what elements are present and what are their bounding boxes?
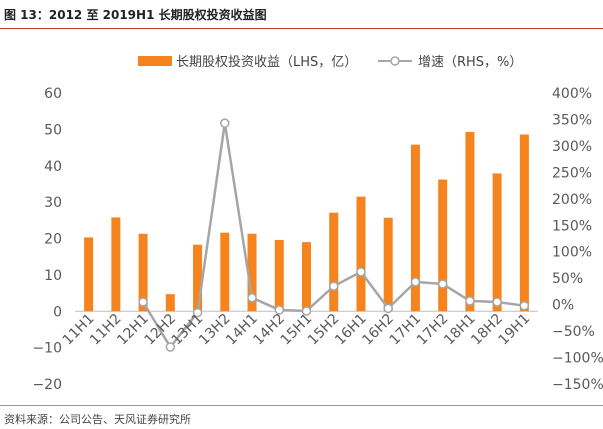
- bar: [274, 239, 284, 312]
- bar: [383, 217, 393, 312]
- right-tick-label: 350%: [552, 112, 592, 128]
- right-tick-label: 400%: [552, 86, 592, 102]
- right-tick-label: −150%: [552, 377, 603, 393]
- left-tick-label: 50: [44, 122, 62, 138]
- left-tick-label: 20: [44, 232, 62, 248]
- growth-line-series: [138, 118, 530, 352]
- source-note: 资料来源：公司公告、天风证券研究所: [4, 413, 191, 426]
- bar: [492, 173, 502, 312]
- bar: [165, 294, 175, 312]
- bar: [302, 242, 311, 312]
- growth-point: [138, 297, 148, 307]
- left-axis: −20 −10 0 10 20 30 40 50 60: [32, 86, 62, 393]
- bar: [329, 212, 339, 312]
- growth-point: [328, 281, 339, 291]
- bar: [111, 217, 121, 312]
- right-tick-label: −50%: [552, 324, 595, 340]
- left-tick-label: −20: [32, 377, 62, 393]
- growth-point: [247, 293, 257, 303]
- source-divider: [0, 405, 603, 406]
- growth-point: [356, 267, 366, 277]
- bar: [356, 196, 366, 312]
- bar: [220, 232, 230, 312]
- legend-line-marker: [390, 56, 400, 66]
- growth-point: [165, 342, 176, 352]
- left-tick-label: −10: [32, 341, 62, 357]
- growth-point: [492, 297, 502, 307]
- x-axis-labels: 11H111H212H112H213H113H214H114H215H115H2…: [60, 311, 533, 349]
- growth-point: [465, 296, 475, 306]
- title-divider: [0, 28, 603, 29]
- right-tick-label: 250%: [552, 165, 592, 181]
- left-tick-label: 60: [44, 86, 62, 102]
- figure-header: 图 13：2012 至 2019H1 长期股权投资收益图: [0, 0, 603, 30]
- right-tick-label: 0%: [552, 298, 574, 314]
- right-tick-label: 50%: [552, 271, 583, 287]
- left-tick-label: 10: [44, 268, 62, 284]
- growth-point: [301, 306, 312, 316]
- growth-point: [220, 118, 230, 128]
- bar: [138, 233, 148, 312]
- legend-bar-label: 长期股权投资收益（LHS，亿）: [176, 54, 357, 70]
- bar: [465, 131, 475, 312]
- bar: [193, 244, 203, 312]
- right-tick-label: 100%: [552, 245, 592, 261]
- left-tick-label: 40: [44, 159, 62, 175]
- growth-point: [410, 277, 421, 287]
- right-tick-label: 200%: [552, 192, 592, 208]
- right-tick-label: 300%: [552, 139, 592, 155]
- bar: [247, 233, 257, 312]
- growth-point: [274, 305, 285, 315]
- combo-chart: 长期股权投资收益（LHS，亿） 增速（RHS，%） −20 −10 0 10 20 30 4…: [32, 54, 603, 393]
- growth-point: [192, 307, 203, 318]
- legend-bar-swatch: [138, 56, 172, 66]
- chart-legend: 长期股权投资收益（LHS，亿） 增速（RHS，%）: [138, 54, 522, 70]
- left-tick-label: 0: [53, 304, 62, 320]
- bar: [84, 237, 94, 312]
- bar-series: [84, 131, 529, 312]
- left-tick-label: 30: [44, 195, 62, 211]
- bar: [410, 144, 420, 312]
- bar: [519, 134, 529, 312]
- growth-point: [383, 303, 393, 314]
- figure-title: 图 13：2012 至 2019H1 长期股权投资收益图: [4, 8, 267, 22]
- bar: [438, 179, 448, 312]
- legend-line-label: 增速（RHS，%）: [418, 55, 522, 70]
- right-axis: −150% −100% −50% 0% 50% 100% 150% 200% 250% 300% 3…: [552, 86, 603, 393]
- growth-point: [437, 279, 448, 289]
- right-tick-label: 150%: [552, 218, 592, 234]
- right-tick-label: −100%: [552, 351, 603, 367]
- growth-point: [519, 300, 530, 311]
- x-tick-label: 19H1: [496, 311, 534, 349]
